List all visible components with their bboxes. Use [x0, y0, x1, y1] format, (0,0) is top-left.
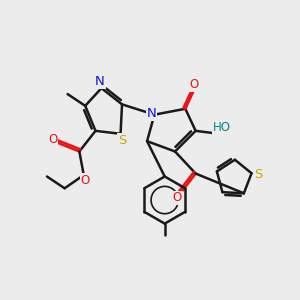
Text: HO: HO	[213, 121, 231, 134]
Text: O: O	[173, 191, 182, 205]
Text: N: N	[147, 107, 156, 120]
Text: S: S	[254, 168, 262, 181]
Text: O: O	[81, 174, 90, 187]
Text: O: O	[190, 78, 199, 91]
Text: N: N	[95, 75, 105, 88]
Text: O: O	[48, 133, 58, 146]
Text: S: S	[118, 134, 126, 147]
